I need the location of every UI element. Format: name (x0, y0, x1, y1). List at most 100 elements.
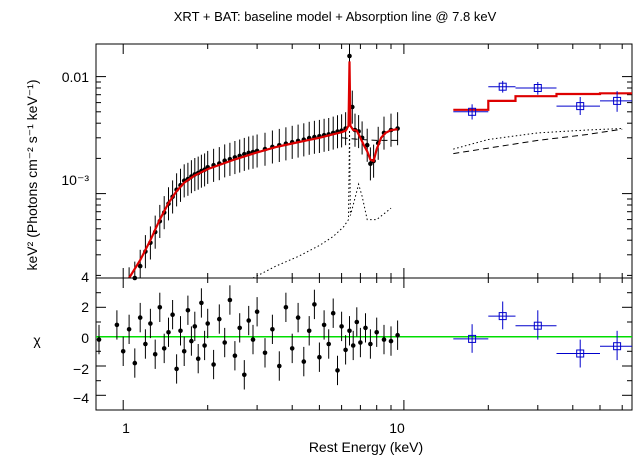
y-axis-label-residuals: χ (33, 332, 41, 348)
xrt-residual-point (174, 366, 179, 372)
xrt-data-point (347, 53, 352, 59)
xrt-residual-point (217, 316, 222, 322)
xrt-residual-point (301, 359, 307, 364)
xrt-residual-point (321, 322, 327, 328)
xrt-residual-point (306, 328, 312, 334)
bat-data-point (468, 107, 477, 116)
xrt-residual-point (166, 330, 171, 335)
xrt-residual-point (143, 341, 148, 347)
xrt-residual-point (295, 315, 301, 320)
xrt-residual-point (374, 330, 380, 335)
xrt-residual-point (250, 337, 256, 342)
xrt-residual-point (195, 356, 201, 362)
xrt-residual-point (350, 343, 356, 348)
xrt-residual-point (199, 300, 204, 306)
xrt-residual-point (262, 350, 268, 356)
total-model-line (453, 92, 632, 111)
xrt-residual-point (388, 338, 394, 344)
xrt-residual-point (205, 321, 210, 326)
xrt-residual-point (343, 347, 348, 353)
bat-data-point (498, 82, 507, 91)
xrt-residual-point (339, 324, 344, 329)
xrt-residual-point (170, 312, 175, 318)
reflection-model-line (453, 128, 623, 150)
xrt-data-point (137, 263, 143, 269)
xrt-residual-point (354, 319, 360, 325)
y-tick-label-2: 2 (81, 299, 89, 315)
xrt-residual-point (330, 310, 336, 316)
xrt-residual-point (283, 305, 289, 310)
xrt-residual-point (395, 332, 400, 338)
y-tick-label-1e-3: 10⁻³ (61, 172, 89, 188)
spectrum-frame (95, 43, 633, 279)
bat-data-point (533, 84, 542, 92)
total-model-line (128, 61, 398, 279)
spectrum-plot-area (128, 44, 632, 281)
xrt-residual-point (132, 360, 138, 366)
xrt-data-point (364, 142, 370, 148)
xrt-residual-point (312, 302, 317, 307)
chart-title: XRT + BAT: baseline model + Absorption l… (174, 9, 497, 24)
x-tick-label-10: 10 (389, 420, 405, 436)
xrt-residual-point (189, 338, 194, 344)
bat-residual-point (576, 349, 585, 358)
xrt-residual-point (368, 341, 373, 347)
bat-residual-point (468, 334, 477, 343)
xrt-residual-point (181, 349, 187, 354)
xrt-residual-point (152, 352, 158, 357)
xrt-residual-point (242, 372, 247, 378)
y-tick-label-minus4: −4 (73, 390, 89, 406)
xrt-residual-point (227, 297, 233, 303)
y-tick-label-0.01: 0.01 (62, 69, 89, 85)
xrt-residual-point (326, 341, 332, 347)
xrt-residual-point (347, 328, 352, 334)
xrt-residual-point (246, 318, 251, 323)
residual-plot-area (96, 285, 632, 390)
xrt-residual-point (335, 368, 340, 373)
xrt-residual-point (358, 340, 363, 345)
xrt-residual-point (254, 309, 260, 315)
x-axis-label: Rest Energy (keV) (309, 439, 423, 455)
xrt-residual-point (161, 346, 167, 351)
y-axis-label-spectrum: keV² (Photons cm⁻² s⁻¹ keV⁻¹) (24, 80, 40, 271)
xrt-residual-point (114, 322, 120, 328)
xrt-residual-point (192, 324, 198, 329)
xrt-residual-point (120, 349, 126, 354)
xrt-residual-point (185, 308, 191, 313)
xrt-residual-point (289, 346, 295, 351)
bat-residual-point (533, 321, 542, 330)
xrt-residual-point (363, 325, 368, 331)
xrt-residual-point (202, 343, 207, 348)
bat-data-point (613, 96, 622, 105)
xrt-residual-point (178, 328, 183, 334)
continuum-model-line (453, 128, 623, 155)
xrt-residual-point (211, 362, 216, 367)
y-tick-label-minus2: −2 (73, 361, 89, 377)
residual-ticks (96, 278, 632, 410)
xrt-data-point (368, 161, 373, 166)
xrt-residual-point (157, 305, 163, 310)
xrt-residual-point (148, 321, 153, 326)
y-tick-label-0: 0 (81, 330, 89, 346)
residual-frame (95, 277, 633, 411)
xrt-residual-point (317, 354, 322, 360)
xrt-residual-point (232, 353, 238, 359)
xrt-residual-point (277, 363, 282, 369)
bat-data-point (576, 102, 585, 111)
xrt-residual-point (137, 315, 143, 320)
bat-residual-point (613, 342, 622, 351)
xrt-residual-point (222, 340, 227, 345)
y-tick-label-4: 4 (81, 269, 89, 285)
residual-panel: 2 0 −2 −4 χ (33, 277, 633, 411)
xrt-residual-point (96, 337, 102, 342)
bat-residual-point (498, 312, 507, 321)
xrt-residual-point (237, 325, 242, 331)
continuum-model-line (341, 137, 398, 141)
spectrum-panel: 0.01 10⁻³ 4 keV² (Photons cm⁻² s⁻¹ keV⁻¹… (24, 43, 633, 285)
xrt-residual-point (126, 327, 132, 332)
spectrum-ticks (96, 44, 632, 278)
xrt-residual-point (270, 327, 275, 332)
xrt-residual-point (381, 337, 387, 342)
reflection-model-line (252, 129, 392, 279)
